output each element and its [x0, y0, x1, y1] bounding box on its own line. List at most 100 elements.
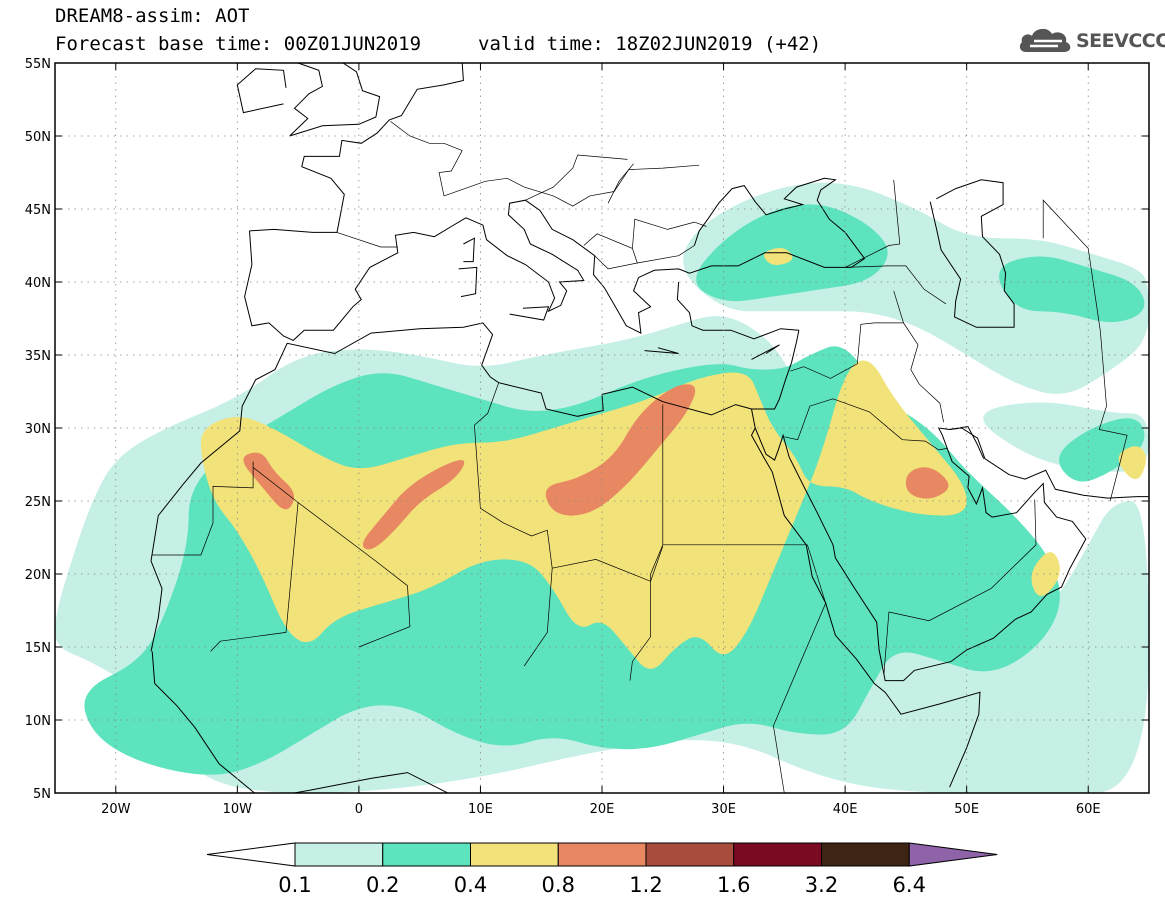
- lat-tick-label: 20N: [25, 568, 51, 583]
- lat-tick-label: 35N: [25, 349, 51, 364]
- aot-contour-0-4: [715, 564, 756, 633]
- colorbar-swatch: [645, 842, 735, 867]
- lon-tick-label: 50E: [954, 802, 979, 817]
- lon-tick-label: 10W: [223, 802, 253, 817]
- lon-tick-label: 60E: [1076, 802, 1101, 817]
- colorbar-swatch: [294, 842, 384, 867]
- logo-text: SEEVCCC: [1076, 30, 1165, 52]
- coastline: [750, 427, 981, 788]
- colorbar-label: 1.6: [717, 873, 750, 897]
- lat-tick-label: 5N: [33, 787, 51, 802]
- country-border: [390, 121, 700, 207]
- colorbar-swatch: [557, 842, 647, 867]
- coastline: [751, 408, 1149, 682]
- colorbar-label: 1.2: [629, 873, 662, 897]
- lat-tick-label: 25N: [25, 495, 51, 510]
- lat-tick-label: 30N: [25, 422, 51, 437]
- country-border: [773, 544, 827, 793]
- aot-contour-0-8: [243, 452, 295, 510]
- lat-tick-label: 15N: [25, 641, 51, 656]
- aot-contour-0-8: [362, 459, 465, 550]
- coastline: [644, 347, 679, 354]
- lat-tick-label: 50N: [25, 130, 51, 145]
- aot-contour-0-2: [1059, 418, 1145, 482]
- coastline: [693, 177, 866, 259]
- aot-contour-0-8: [905, 467, 949, 499]
- aot-contour-fields: [55, 182, 1149, 793]
- country-border: [784, 398, 834, 441]
- country-border: [632, 218, 707, 249]
- colorbar-swatch: [821, 842, 910, 867]
- axis-ticks: 20W 10W 0 10E 20E 30E 40E 50E 60E 55N 50N 45N 40N 35N…: [25, 57, 1149, 817]
- country-border: [525, 154, 628, 201]
- coastline: [244, 199, 865, 341]
- coastline: [463, 237, 475, 263]
- colorbar: 0.1 0.2 0.4 0.8 1.2 1.6 3.2 6.4: [206, 842, 998, 897]
- lon-tick-label: 40E: [833, 802, 858, 817]
- country-border: [474, 425, 553, 667]
- country-border: [832, 398, 948, 451]
- country-border: [844, 179, 947, 305]
- aot-contour-0-4: [764, 247, 793, 265]
- coastlines: [150, 63, 1149, 793]
- lon-tick-label: 0: [355, 802, 363, 817]
- country-border: [883, 588, 992, 674]
- lat-tick-label: 40N: [25, 276, 51, 291]
- colorbar-label: 0.1: [278, 873, 311, 897]
- lat-tick-label: 45N: [25, 203, 51, 218]
- country-border: [552, 559, 651, 681]
- aot-contour-0-4: [1118, 446, 1146, 480]
- lon-tick-label: 20W: [101, 802, 131, 817]
- colorbar-over-triangle: [908, 842, 998, 867]
- aot-contour-0-4: [1031, 552, 1060, 596]
- coastline: [249, 228, 337, 233]
- coastline: [289, 63, 381, 137]
- country-border: [637, 245, 695, 264]
- country-border: [1042, 199, 1101, 332]
- country-border: [893, 290, 904, 324]
- grid-lines: [55, 63, 1149, 793]
- colorbar-swatch: [382, 842, 471, 867]
- aot-contour-0-4: [200, 360, 967, 669]
- colorbar-label: 6.4: [893, 873, 926, 897]
- valid-time: valid time: 18Z02JUN2019 (+42): [478, 33, 822, 55]
- coastline: [676, 281, 799, 340]
- country-border: [210, 502, 299, 652]
- coastline: [236, 68, 287, 114]
- country-border: [583, 233, 638, 270]
- coastline: [751, 344, 780, 360]
- country-border: [650, 544, 808, 582]
- country-border: [650, 546, 664, 582]
- seevccc-logo: SEEVCCC: [1018, 24, 1165, 56]
- country-border: [336, 232, 398, 248]
- country-border: [152, 461, 254, 556]
- coastline: [289, 63, 323, 137]
- country-border: [790, 322, 944, 423]
- colorbar-label: 3.2: [805, 873, 838, 897]
- coastline: [929, 179, 1015, 328]
- colorbar-swatch: [733, 842, 822, 867]
- coastline: [509, 306, 550, 321]
- lon-tick-label: 30E: [711, 802, 736, 817]
- colorbar-label: 0.4: [454, 873, 487, 897]
- lat-tick-label: 55N: [25, 57, 51, 72]
- colorbar-label: 0.8: [542, 873, 575, 897]
- lat-tick-label: 10N: [25, 714, 51, 729]
- colorbar-under-triangle: [206, 842, 296, 867]
- map-title: DREAM8-assim: AOT: [55, 5, 250, 27]
- coastline: [458, 266, 478, 298]
- forecast-base-time: Forecast base time: 00Z01JUN2019: [55, 33, 422, 55]
- country-border: [252, 467, 411, 648]
- lon-tick-label: 10E: [468, 802, 493, 817]
- country-border: [607, 163, 634, 204]
- coastline: [301, 63, 464, 233]
- colorbar-label: 0.2: [366, 873, 399, 897]
- lon-tick-label: 20E: [590, 802, 615, 817]
- coastline: [150, 322, 800, 561]
- country-border: [474, 382, 500, 426]
- coastline: [150, 560, 163, 652]
- country-border: [1098, 331, 1128, 502]
- aot-contour-0-8: [545, 384, 696, 516]
- coastline: [151, 651, 449, 793]
